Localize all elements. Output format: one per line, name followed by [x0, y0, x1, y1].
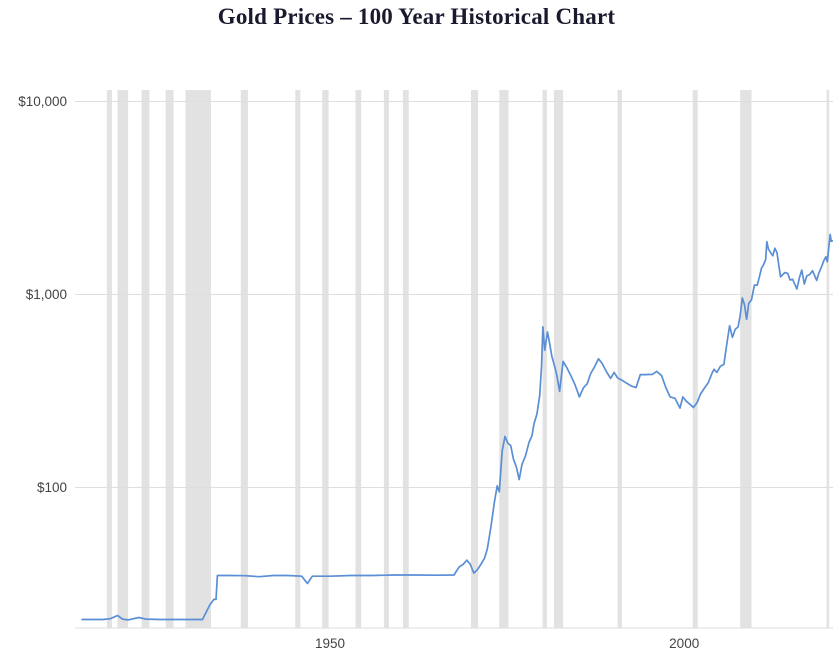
recession-band — [553, 90, 564, 628]
x-tick-label: 2000 — [669, 636, 699, 651]
recession-band — [740, 90, 752, 628]
recession-band — [165, 90, 174, 628]
recession-band — [499, 90, 509, 628]
chart-title: Gold Prices – 100 Year Historical Chart — [217, 4, 616, 29]
recession-band — [383, 90, 389, 628]
recession-band — [542, 90, 547, 628]
recession-band — [355, 90, 362, 628]
recession-band — [826, 90, 830, 628]
recession-band — [117, 90, 129, 628]
recession-band — [185, 90, 211, 628]
recession-band — [295, 90, 301, 628]
recession-band — [141, 90, 150, 628]
recession-band — [617, 90, 622, 628]
recession-band — [692, 90, 698, 628]
x-tick-label: 1950 — [315, 636, 345, 651]
y-tick-label: $1,000 — [26, 287, 67, 302]
recession-band — [106, 90, 112, 628]
y-tick-label: $100 — [37, 480, 67, 495]
recession-band — [471, 90, 479, 628]
y-tick-label: $10,000 — [18, 94, 67, 109]
recession-band — [403, 90, 409, 628]
recession-band — [240, 90, 248, 628]
gold-price-series-line — [81, 233, 833, 621]
recession-band — [322, 90, 329, 628]
